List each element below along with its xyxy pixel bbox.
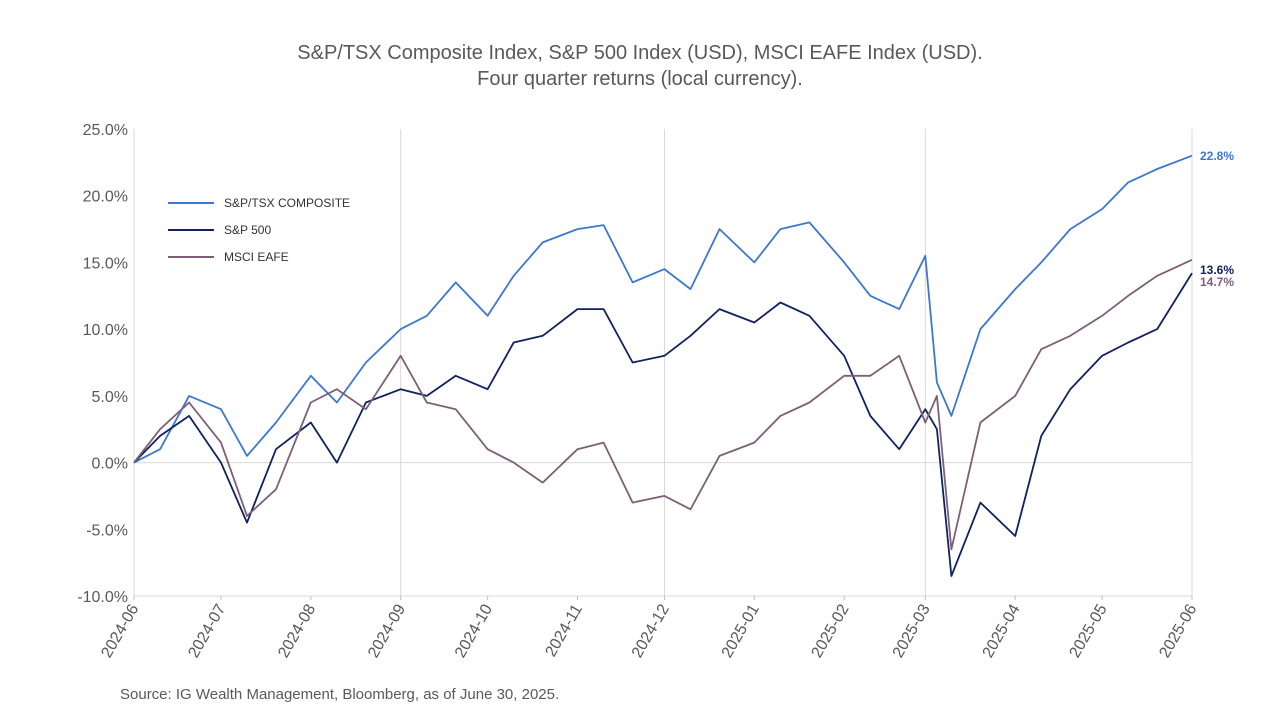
y-tick-label: 20.0%	[83, 189, 128, 206]
series-end-label: 13.6%	[1200, 263, 1234, 277]
source-note: Source: IG Wealth Management, Bloomberg,…	[120, 686, 560, 703]
x-tick-label: 2025-04	[980, 601, 1024, 660]
x-tick-label: 2024-07	[185, 601, 229, 660]
x-tick-label: 2024-06	[98, 601, 142, 660]
legend-label: S&P/TSX COMPOSITE	[224, 196, 350, 210]
y-tick-label: 5.0%	[92, 389, 128, 406]
chart-title: S&P/TSX Composite Index, S&P 500 Index (…	[297, 42, 983, 64]
x-tick-label: 2024-10	[452, 601, 496, 660]
y-tick-label: 25.0%	[83, 122, 128, 139]
legend-label: S&P 500	[224, 223, 271, 237]
legend: S&P/TSX COMPOSITE S&P 500 MSCI EAFE	[168, 196, 350, 264]
series-line	[133, 154, 1193, 464]
y-tick-label: 0.0%	[92, 456, 128, 473]
y-tick-label: -10.0%	[77, 589, 128, 606]
series-end-label: 14.7%	[1200, 275, 1234, 289]
chart-subtitle: Four quarter returns (local currency).	[477, 68, 803, 90]
series-end-label: 22.8%	[1200, 149, 1234, 163]
x-tick-label: 2025-02	[809, 601, 853, 660]
gridlines	[134, 129, 1192, 596]
y-tick-label: -5.0%	[86, 522, 128, 539]
series-lines	[133, 154, 1193, 577]
y-axis-ticks: 25.0% 20.0% 15.0% 10.0% 5.0% 0.0% -5.0% -10.0%	[77, 122, 128, 606]
x-tick-label: 2025-03	[890, 601, 934, 660]
x-tick-label: 2024-08	[275, 601, 319, 660]
x-tick-label: 2024-11	[542, 601, 586, 659]
y-tick-label: 10.0%	[83, 322, 128, 339]
series-line	[133, 272, 1193, 577]
x-tick-label: 2024-09	[365, 601, 409, 660]
x-axis-ticks: 2024-06 2024-07 2024-08 2024-09 2024-10 2024-…	[98, 596, 1201, 661]
series-line	[133, 258, 1193, 551]
x-tick-label: 2025-06	[1156, 601, 1200, 660]
x-tick-label: 2025-01	[719, 601, 763, 660]
end-labels: 22.8% 13.6%14.7%	[1200, 149, 1234, 289]
legend-label: MSCI EAFE	[224, 250, 289, 264]
x-tick-label: 2024-12	[629, 601, 673, 660]
x-tick-label: 2025-05	[1067, 601, 1111, 660]
y-tick-label: 15.0%	[83, 255, 128, 272]
